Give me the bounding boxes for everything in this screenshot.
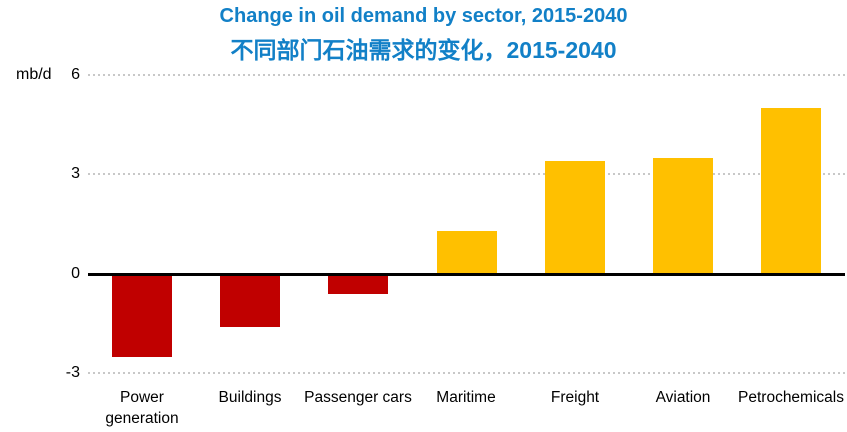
y-tick-label--3: -3 [65, 364, 80, 381]
y-tick-label-3: 3 [71, 165, 80, 182]
bar-petrochemicals [761, 108, 821, 274]
bar-passenger-cars [328, 274, 388, 294]
bar-power-generation [112, 274, 172, 357]
category-label-petrochemicals: Petrochemicals [738, 389, 844, 406]
y-axis-unit-label: mb/d [16, 66, 52, 83]
gridline--3 [88, 372, 845, 374]
bar-aviation [653, 158, 713, 274]
category-label-maritime: Maritime [436, 389, 496, 406]
bar-freight [545, 161, 605, 274]
category-label-buildings: Buildings [218, 389, 282, 406]
gridline-6 [88, 74, 845, 76]
chart-subtitle-chinese: 不同部门石油需求的变化，2015-2040 [230, 37, 617, 63]
y-tick-label-0: 0 [71, 265, 80, 282]
chart-title: Change in oil demand by sector, 2015-204… [219, 5, 628, 27]
category-label-passenger-cars: Passenger cars [304, 389, 412, 406]
bar-buildings [220, 274, 280, 327]
zero-axis-line [88, 273, 845, 276]
category-label-power-generation: Power generation [105, 389, 179, 427]
bar-maritime [437, 231, 497, 274]
y-tick-label-6: 6 [71, 66, 80, 83]
category-label-aviation: Aviation [655, 389, 711, 406]
gridline-3 [88, 173, 845, 175]
category-label-freight: Freight [550, 389, 600, 406]
